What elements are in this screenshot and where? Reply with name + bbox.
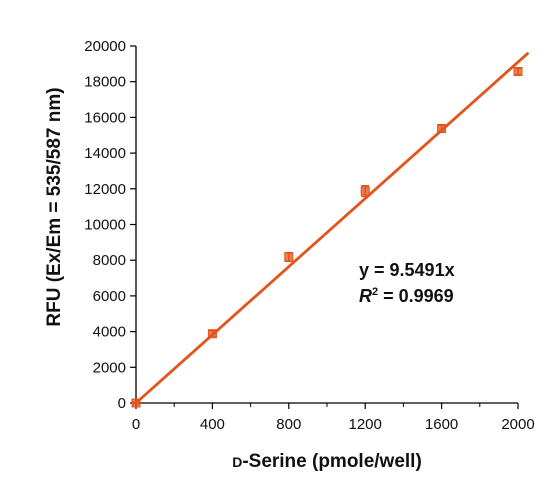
- y-tick-label-3: 6000: [93, 288, 126, 305]
- data-point-0: [131, 398, 141, 408]
- data-point-3: [360, 186, 370, 196]
- axes-layer: [135, 46, 518, 404]
- x-axis-title-rest: -Serine (pmole/well): [242, 451, 421, 472]
- x-ticks: 0 400 800 1200 1600 2000: [132, 403, 535, 433]
- y-axis-title: RFU (Ex/Em = 535/587 nm): [44, 87, 65, 326]
- r-squared-letter: R: [359, 286, 372, 306]
- trendline: [134, 52, 529, 405]
- data-point-2: [284, 252, 294, 262]
- y-tick-label-6: 12000: [84, 181, 126, 198]
- y-tick-label-9: 18000: [84, 74, 126, 91]
- y-tick-label-1: 2000: [93, 359, 126, 376]
- trendline-equation: y = 9.5491x: [359, 260, 455, 280]
- x-tick-label-2: 800: [276, 416, 301, 433]
- x-tick-label-0: 0: [132, 416, 140, 433]
- x-tick-label-4: 1600: [425, 416, 458, 433]
- y-tick-label-0: 0: [118, 395, 126, 412]
- x-axis-title-prefix: D: [232, 454, 242, 470]
- y-ticks: 0 2000 4000 6000 8000 10000 12000 14000 16000 180…: [84, 38, 136, 412]
- data-point-5: [513, 67, 523, 77]
- x-tick-label-1: 400: [200, 416, 225, 433]
- data-point-1: [207, 329, 217, 339]
- y-tick-label-5: 10000: [84, 217, 126, 234]
- y-tick-label-8: 16000: [84, 109, 126, 126]
- y-tick-label-7: 14000: [84, 145, 126, 162]
- data-points-layer: [131, 67, 523, 408]
- x-tick-label-5: 2000: [501, 416, 534, 433]
- r-squared-value: = 0.9969: [378, 286, 454, 306]
- y-tick-label-4: 8000: [93, 252, 126, 269]
- y-tick-label-2: 4000: [93, 324, 126, 341]
- r-squared-exponent: 2: [372, 286, 378, 298]
- x-axis-title: D-Serine (pmole/well): [232, 451, 422, 472]
- trendline-layer: [134, 52, 529, 405]
- data-point-4: [437, 123, 447, 133]
- r-squared-label: R2 = 0.9969: [359, 286, 454, 306]
- y-tick-label-10: 20000: [84, 38, 126, 55]
- x-tick-label-3: 1200: [349, 416, 382, 433]
